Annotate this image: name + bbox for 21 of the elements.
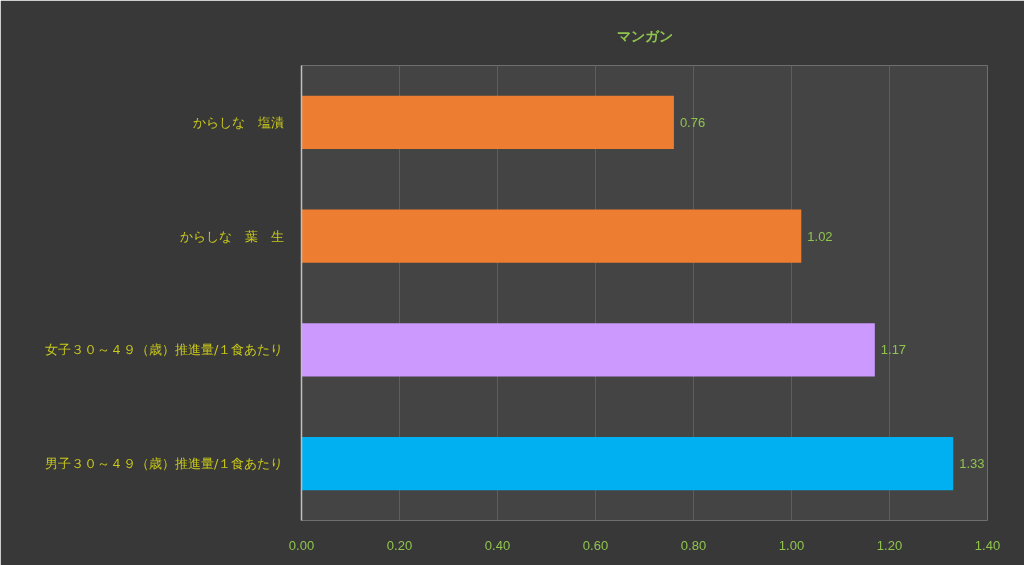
y-tick-label: からしな 塩漬 — [192, 114, 284, 130]
y-tick-label: 男子３０～４９（歳）推進量/１食あたり — [45, 456, 284, 472]
bar — [301, 95, 674, 150]
x-tick-label: 0.60 — [582, 537, 609, 553]
x-tick-label: 0.00 — [288, 537, 315, 553]
bar — [301, 436, 954, 491]
data-label: 1.17 — [880, 342, 907, 358]
data-label: 0.76 — [679, 114, 706, 130]
bar — [301, 323, 875, 377]
x-tick-label: 0.40 — [484, 537, 511, 553]
bar — [301, 209, 802, 263]
x-tick-label: 1.20 — [876, 537, 903, 553]
x-tick-label: 1.00 — [778, 537, 805, 553]
data-label: 1.02 — [807, 228, 833, 244]
x-tick-label: 0.80 — [680, 537, 707, 553]
y-tick-label: からしな 葉 生 — [179, 228, 284, 244]
y-tick-label: 女子３０～４９（歳）推進量/１食あたり — [45, 342, 284, 358]
x-tick-label: 1.40 — [974, 537, 1001, 553]
data-label: 1.33 — [959, 456, 985, 472]
x-tick-label: 0.20 — [386, 537, 413, 553]
chart-title: マンガン — [616, 27, 673, 44]
